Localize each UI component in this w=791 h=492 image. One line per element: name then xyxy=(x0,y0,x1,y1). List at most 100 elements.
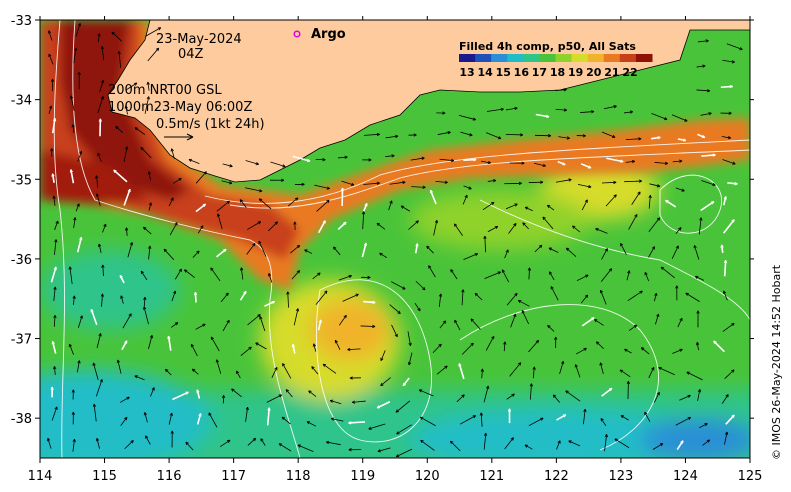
current-arrow xyxy=(628,214,638,230)
current-arrow xyxy=(164,368,172,376)
current-arrow xyxy=(463,185,472,190)
current-arrow xyxy=(605,194,617,207)
current-arrow xyxy=(685,292,700,302)
current-arrow xyxy=(124,227,129,236)
current-arrow xyxy=(95,193,101,207)
current-arrow xyxy=(675,285,679,301)
current-arrow xyxy=(148,245,152,260)
current-arrow xyxy=(696,310,700,328)
colorbar-label: 22 xyxy=(622,66,637,79)
current-arrow xyxy=(171,322,179,328)
current-arrow xyxy=(123,188,131,206)
current-arrow xyxy=(450,269,458,280)
colorbar-swatch xyxy=(555,54,573,62)
current-arrow xyxy=(101,264,105,277)
current-arrow xyxy=(119,396,130,403)
current-arrow xyxy=(658,367,675,376)
current-arrow xyxy=(555,108,567,112)
current-arrow xyxy=(555,88,567,92)
current-arrow xyxy=(240,267,244,280)
current-arrow xyxy=(71,389,75,400)
plot-area xyxy=(40,20,750,458)
current-arrow xyxy=(627,290,643,301)
current-arrow xyxy=(266,394,283,403)
current-arrow xyxy=(510,313,517,328)
current-arrow xyxy=(51,341,57,354)
current-arrow xyxy=(672,159,683,163)
current-arrow xyxy=(170,430,174,448)
current-arrow xyxy=(385,154,395,158)
sst-central-warm-core xyxy=(310,300,390,360)
current-arrow xyxy=(363,300,376,304)
current-arrow xyxy=(698,217,703,235)
current-arrow xyxy=(432,343,442,354)
current-arrow xyxy=(306,421,317,427)
current-arrow xyxy=(594,319,604,326)
current-arrow xyxy=(316,199,330,212)
current-arrow xyxy=(193,291,198,303)
current-arrow xyxy=(542,216,554,230)
current-arrow xyxy=(556,414,567,421)
current-arrow xyxy=(438,293,443,308)
current-arrow xyxy=(72,295,76,305)
current-arrow xyxy=(219,439,231,448)
current-arrow xyxy=(317,319,322,331)
colorbar xyxy=(459,54,653,62)
current-arrow xyxy=(653,292,658,302)
current-arrow xyxy=(623,110,634,114)
current-arrow xyxy=(326,440,341,446)
current-arrow xyxy=(268,221,278,232)
current-arrow xyxy=(76,236,83,253)
lat-tick-label: -37 xyxy=(11,333,32,348)
current-arrow xyxy=(348,448,362,452)
lon-axis: 114 115 116 117 118 119 120 121 122 123 124 125 xyxy=(28,16,762,484)
current-arrow xyxy=(348,421,366,425)
current-arrow xyxy=(504,181,522,186)
current-arrow xyxy=(580,294,589,304)
argo-marker-icon xyxy=(293,30,301,38)
current-arrow xyxy=(184,269,195,278)
current-arrow xyxy=(463,158,477,162)
current-arrow xyxy=(95,437,100,449)
current-arrow xyxy=(420,439,435,451)
plot-frame xyxy=(39,19,751,459)
current-arrow xyxy=(192,250,200,258)
colorbar-swatch xyxy=(491,54,508,62)
current-arrow xyxy=(317,220,326,234)
colorbar-swatch xyxy=(571,54,589,62)
current-arrow xyxy=(461,289,465,306)
current-arrow xyxy=(208,412,218,428)
current-arrow xyxy=(675,417,692,426)
current-arrow xyxy=(221,180,233,185)
current-arrow xyxy=(575,347,587,355)
colorbar-swatch xyxy=(459,54,476,62)
current-arrow xyxy=(221,395,226,404)
current-arrow xyxy=(170,148,175,159)
current-arrow xyxy=(125,82,138,91)
current-arrow xyxy=(168,197,174,207)
current-arrow xyxy=(168,412,173,425)
current-arrow xyxy=(428,265,436,278)
current-arrow xyxy=(291,344,296,354)
current-arrow xyxy=(113,169,128,183)
current-arrow xyxy=(651,136,661,140)
current-arrow xyxy=(53,286,57,301)
lat-axis: -33 -34 -35 -36 -37 -38 xyxy=(11,14,754,427)
current-arrow xyxy=(726,43,743,51)
colorbar-label: 17 xyxy=(532,66,547,79)
current-arrow xyxy=(50,78,55,92)
current-arrow xyxy=(679,394,691,401)
current-arrow xyxy=(196,389,201,399)
current-arrow xyxy=(236,370,241,379)
current-arrow xyxy=(505,133,524,137)
current-arrow xyxy=(699,423,708,429)
current-arrow xyxy=(474,292,483,301)
current-arrow xyxy=(576,274,589,282)
current-arrow xyxy=(304,249,313,254)
current-arrow xyxy=(363,181,380,185)
current-arrow xyxy=(550,286,559,301)
current-arrow xyxy=(50,148,54,157)
current-arrow xyxy=(628,324,638,331)
current-arrow xyxy=(626,270,631,281)
